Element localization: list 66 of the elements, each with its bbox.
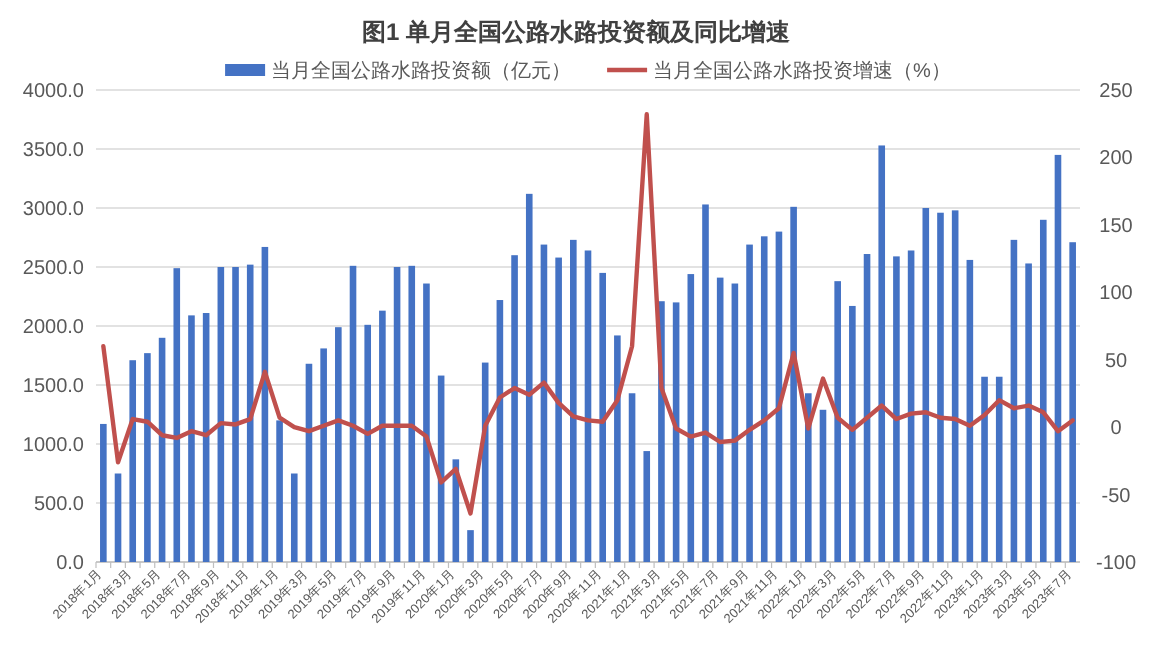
legend-label: 当月全国公路水路投资增速（%） [653,59,951,83]
bar [364,324,372,562]
bar [878,145,886,562]
y2-tick-label: 250 [1099,81,1134,103]
bar [951,210,959,562]
y-tick-label: 1000.0 [22,435,85,457]
y2-tick-label: 100 [1099,283,1134,306]
bar [511,255,518,562]
bar [144,353,151,562]
bar [232,267,239,562]
y-tick-label: 1500.0 [22,376,85,398]
y2-tick-label: 50 [1104,350,1128,373]
y2-tick-label: 150 [1099,215,1134,238]
bar [643,451,651,562]
bar [702,204,709,562]
y-tick-label: 0.0 [56,553,85,575]
bar [981,376,988,562]
bar [246,264,254,562]
y-tick-label: 3000.0 [22,199,85,221]
y-tick-label: 500.0 [33,494,85,516]
bar [819,409,827,562]
y2-tick-label: -100 [1095,553,1137,575]
legend-label: 当月全国公路水路投资额（亿元） [271,59,572,83]
bar [893,256,900,562]
bar [746,244,753,562]
bar [760,236,768,562]
bar [129,360,137,562]
y-tick-label: 2000.0 [22,317,85,339]
bar [379,310,386,562]
y2-tick-label: 200 [1099,148,1134,171]
bar [173,268,181,562]
bar [599,272,606,562]
bar [423,283,430,562]
bar [790,206,797,562]
bar [849,305,856,562]
bar [525,193,533,562]
y-tick-label: 4000.0 [22,81,85,103]
bar [628,393,636,562]
bar [570,239,577,562]
y2-tick-label: 0 [1110,418,1123,441]
bar [320,348,327,562]
y2-tick-label: -50 [1101,485,1132,508]
bar [467,530,474,562]
chart-title: 图1 单月全国公路水路投资额及同比增速 [361,18,792,46]
y-tick-label: 2500.0 [22,258,85,280]
bar [1069,242,1076,562]
bar [584,250,592,562]
bar [408,265,416,562]
y-tick-label: 3500.0 [22,140,85,162]
bar [1025,263,1032,562]
bar [937,212,944,562]
bar [114,473,122,562]
bar [1039,219,1047,562]
bar [276,420,283,562]
bar [614,335,621,562]
bar [393,267,401,562]
bar [907,250,915,562]
bar [834,281,841,562]
bar [555,257,562,562]
bar [995,376,1003,562]
bar [922,208,930,562]
bar [100,423,107,562]
bar [188,315,195,562]
bar [1010,239,1018,562]
bar [290,473,298,562]
bar [335,327,342,562]
